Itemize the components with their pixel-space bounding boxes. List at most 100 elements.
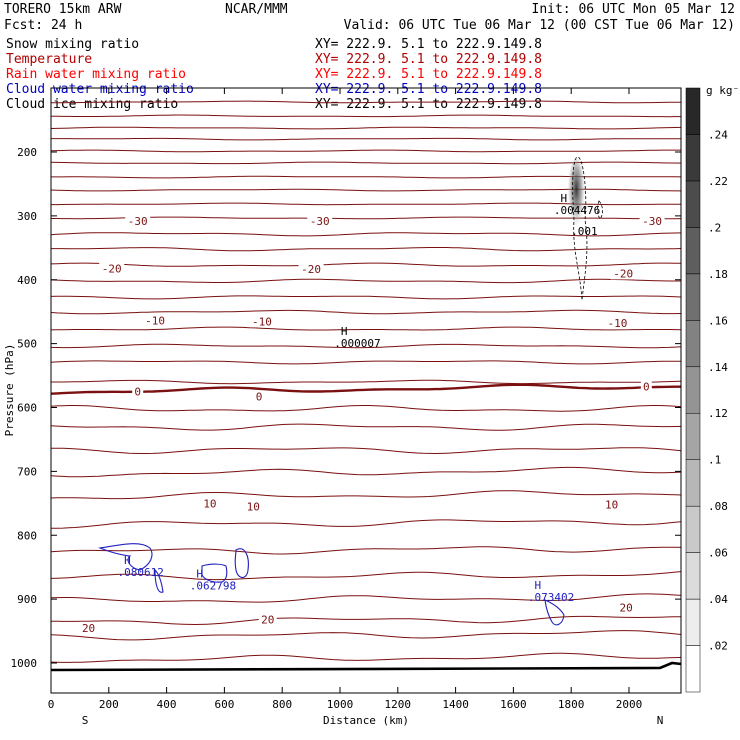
- plot-frame: [50, 87, 682, 694]
- isotherm-label-bg: [602, 498, 621, 511]
- isotherm-line: [51, 405, 681, 412]
- cloud-water-contour: [97, 543, 153, 571]
- colorbar-tick-label: .1: [708, 454, 721, 467]
- isotherm-line: [51, 519, 681, 529]
- isotherm-label-bg: [640, 380, 652, 393]
- isotherm-label: 20: [619, 601, 632, 614]
- colorbar-tick-label: .22: [708, 175, 728, 188]
- colorbar-swatch: [685, 134, 701, 182]
- isotherm-label: -20: [102, 262, 122, 275]
- y-tick-label: 300: [17, 210, 37, 223]
- y-axis-label: Pressure (hPa): [3, 344, 16, 437]
- colorbar-swatch: [685, 552, 701, 600]
- isotherm-label: -20: [301, 263, 321, 276]
- isotherm-line: [51, 149, 681, 153]
- isotherm-line: [51, 262, 681, 267]
- x-tick-label: 400: [157, 698, 177, 711]
- isotherm-label-bg: [253, 390, 265, 403]
- isotherm-line: [51, 652, 681, 663]
- colorbar-swatch: [685, 412, 701, 460]
- isotherm-line: [51, 490, 681, 500]
- colorbar-tick-label: .18: [708, 268, 728, 281]
- plot-layer: -30 -30 -30 -20 -20 -20 -10 -10 -10 0 0 0 10 10 10 20 20…: [51, 100, 681, 672]
- colorbar-swatch: [685, 320, 701, 368]
- isotherm-line: [51, 546, 681, 555]
- isotherm-label-bg: [142, 314, 168, 327]
- cloud-water-contour: [154, 568, 164, 593]
- isotherm-line: [51, 114, 681, 118]
- isotherm-label-bg: [79, 621, 98, 634]
- x-tick-label: 1200: [385, 698, 412, 711]
- isotherm-line: [51, 571, 681, 581]
- isotherm-label-bg: [307, 214, 333, 227]
- isotherm-line: [51, 447, 681, 455]
- terrain-line: [51, 661, 681, 672]
- y-tick-label: 600: [17, 402, 37, 415]
- extremum-mark: H: [561, 192, 568, 205]
- x-axis-label: Distance (km): [323, 714, 409, 727]
- isotherm-label: 0: [256, 391, 263, 404]
- colorbar-swatch: [685, 227, 701, 275]
- extremum-mark: H: [196, 568, 203, 581]
- field-name: Cloud ice mixing ratio: [6, 97, 178, 112]
- y-tick-label: 1000: [11, 657, 38, 670]
- isotherm-label: 10: [605, 499, 618, 512]
- extremum-mark: H: [124, 554, 131, 567]
- colorbar-swatch: [685, 273, 701, 321]
- x-tick-label: 600: [214, 698, 234, 711]
- extremum-mark: H: [341, 325, 348, 338]
- colorbar-tick-label: .2: [708, 221, 721, 234]
- isotherm-label: -10: [607, 317, 627, 330]
- isotherm-line: [51, 615, 681, 626]
- valid-time: Valid: 06 UTC Tue 06 Mar 12 (00 CST Tue …: [344, 18, 735, 33]
- isotherm-label: 20: [82, 622, 95, 635]
- snow-plume: [567, 158, 586, 235]
- x-tick-label: 1000: [327, 698, 354, 711]
- cloud-water-contour: [544, 599, 565, 626]
- field-xy-range: XY= 222.9. 5.1 to 222.9.149.8: [315, 97, 542, 112]
- x-tick-label: 200: [99, 698, 119, 711]
- cloud-water-contour: [201, 563, 228, 583]
- isotherm-line: [51, 278, 681, 284]
- isotherm-label-bg: [99, 262, 125, 275]
- colorbar-swatch: [685, 598, 701, 646]
- isotherm-label-bg: [244, 500, 263, 513]
- isotherm-label-bg: [132, 385, 144, 398]
- colorbar-tick-label: .06: [708, 547, 728, 560]
- field-name: Cloud water mixing ratio: [6, 82, 194, 97]
- isotherm-label: 0: [134, 386, 141, 399]
- north-label: N: [657, 714, 664, 727]
- isotherm-label-bg: [200, 497, 219, 510]
- snow-contour: [572, 156, 588, 301]
- colorbar-swatch: [685, 459, 701, 507]
- isotherm-label-bg: [125, 214, 151, 227]
- isotherm-label: 0: [643, 380, 650, 393]
- cloud-water-contour: [234, 548, 249, 579]
- field-xy-range: XY= 222.9. 5.1 to 222.9.149.8: [315, 82, 542, 97]
- org-label: NCAR/MMM: [225, 2, 288, 17]
- isotherm-line: [51, 466, 681, 478]
- south-label: S: [82, 714, 89, 727]
- field-name: Temperature: [6, 52, 92, 67]
- isotherm-label-bg: [617, 601, 636, 614]
- colorbar-tick-label: .24: [708, 128, 728, 141]
- forecast-hour: Fcst: 24 h: [4, 18, 82, 33]
- field-xy-range: XY= 222.9. 5.1 to 222.9.149.8: [315, 67, 542, 82]
- colorbar-tick-label: .12: [708, 407, 728, 420]
- y-tick-label: 500: [17, 338, 37, 351]
- isotherm-label: 10: [247, 501, 260, 514]
- colorbar-swatch: [685, 645, 701, 693]
- isotherm-line: [51, 379, 681, 385]
- x-tick-label: 0: [48, 698, 55, 711]
- extremum-mark: H: [535, 579, 542, 592]
- isotherm-line: [51, 126, 681, 130]
- isotherm-label-bg: [258, 613, 277, 626]
- isotherm-label: 10: [203, 497, 216, 510]
- init-time: Init: 06 UTC Mon 05 Mar 12: [532, 2, 736, 17]
- isotherm-label: -30: [642, 215, 662, 228]
- colorbar-tick-label: .04: [708, 593, 728, 606]
- colorbar-tick-label: .08: [708, 500, 728, 513]
- extremum-value: .062798: [190, 580, 236, 593]
- colorbar-tick-label: .14: [708, 361, 728, 374]
